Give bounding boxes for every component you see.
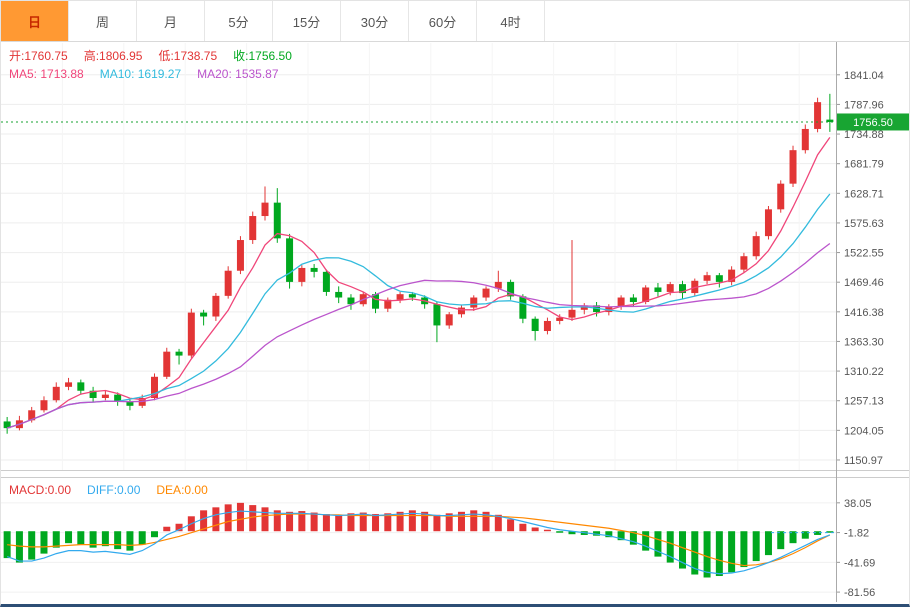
main-axis-label: 1787.96 [844, 99, 884, 111]
ma-legend: MA5: 1713.88 MA10: 1619.27 MA20: 1535.87 [9, 67, 295, 81]
legend-macd: MACD:0.00 [9, 483, 72, 497]
tab-week[interactable]: 周 [69, 1, 137, 41]
legend-ma10: MA10: 1619.27 [99, 67, 182, 81]
legend-diff: DIFF:0.00 [87, 483, 141, 497]
main-axis-label: 1416.38 [844, 307, 884, 319]
tab-hour4[interactable]: 4时 [477, 1, 545, 41]
main-axis-label: 1522.55 [844, 248, 884, 260]
macd-axis-label: -81.56 [844, 587, 875, 599]
legend-low: 低:1738.75 [158, 49, 218, 63]
legend-ma20: MA20: 1535.87 [197, 67, 279, 81]
main-axis-label: 1363.30 [844, 336, 884, 348]
tab-day[interactable]: 日 [1, 1, 69, 41]
chart-area: 开:1760.75 高:1806.95 低:1738.75 收:1756.50 MA5… [1, 42, 909, 604]
main-axis-label: 1469.46 [844, 277, 884, 289]
main-axis-label: 1150.97 [844, 455, 883, 467]
macd-legend: MACD:0.00 DIFF:0.00 DEA:0.00 [9, 483, 224, 497]
main-axis-label: 1628.71 [844, 188, 884, 200]
main-axis-label: 1204.05 [844, 425, 884, 437]
legend-ma5: MA5: 1713.88 [9, 67, 84, 81]
tab-min15[interactable]: 15分 [273, 1, 341, 41]
tab-month[interactable]: 月 [137, 1, 205, 41]
legend-open: 开:1760.75 [9, 49, 68, 63]
legend-high: 高:1806.95 [83, 49, 143, 63]
legend-close: 收:1756.50 [233, 49, 292, 63]
main-axis-label: 1257.13 [844, 396, 884, 408]
tab-min60[interactable]: 60分 [409, 1, 477, 41]
main-axis-label: 1575.63 [844, 218, 884, 230]
ohlc-legend: 开:1760.75 高:1806.95 低:1738.75 收:1756.50 [9, 47, 308, 64]
tab-min30[interactable]: 30分 [341, 1, 409, 41]
main-axis-label: 1734.88 [844, 129, 884, 141]
price-chart-canvas[interactable]: 1841.04 1787.96 1734.88 1681.79 1628.71 1575.… [1, 42, 910, 604]
main-axis-label: 1310.22 [844, 366, 884, 378]
tab-bar: 日周月 5分 15分 30分 60分 4时 [1, 1, 909, 42]
legend-dea: DEA:0.00 [156, 483, 208, 497]
macd-axis-label: 38.05 [844, 498, 872, 510]
current-price-badge [837, 113, 909, 131]
main-axis-label: 1841.04 [844, 70, 884, 82]
macd-axis-label: -41.69 [844, 557, 875, 569]
tab-min5[interactable]: 5分 [205, 1, 273, 41]
main-axis-label: 1681.79 [844, 159, 884, 171]
macd-axis-label: -1.82 [844, 528, 869, 540]
current-price-label: 1756.50 [853, 117, 893, 129]
